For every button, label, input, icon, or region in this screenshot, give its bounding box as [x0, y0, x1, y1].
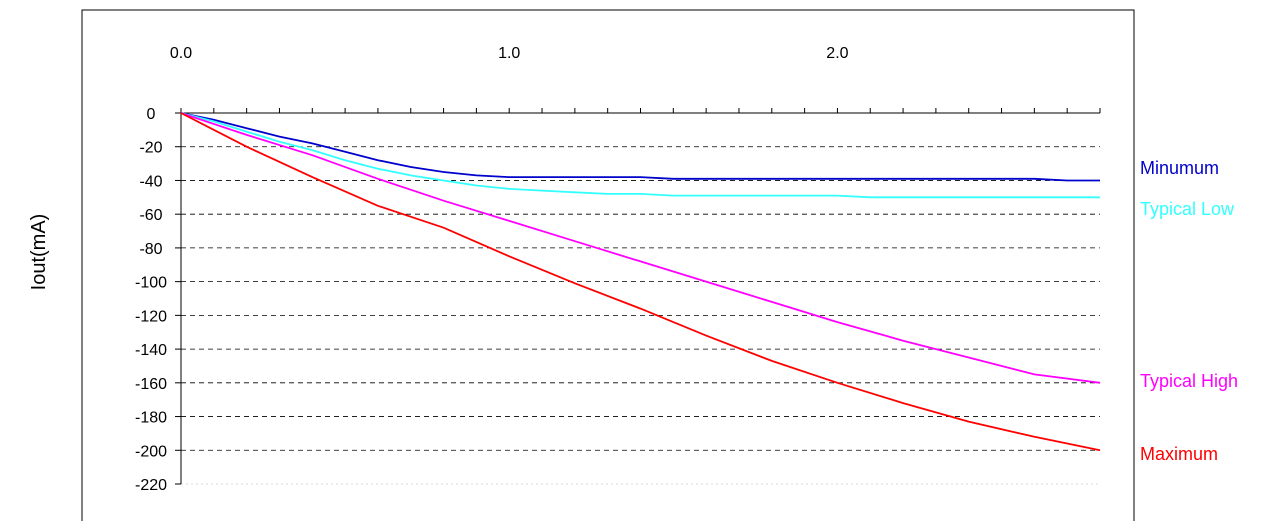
y-tick-label: -40	[139, 173, 162, 190]
y-tick-label: -220	[135, 477, 167, 494]
legend-entry-maximum: Maximum	[1140, 444, 1218, 464]
x-tick-label: 1.0	[498, 45, 520, 62]
chart-frame	[81, 9, 1135, 521]
y-tick-label: -60	[139, 207, 162, 224]
legend: Minumum Typical Low Typical High Maximum	[1140, 158, 1238, 464]
legend-entry-typical-low: Typical Low	[1140, 199, 1235, 219]
series-line-maximum	[180, 112, 1101, 452]
y-axis-label: Iout(mA)	[28, 214, 50, 291]
y-tick-label: -140	[135, 342, 167, 359]
y-tick-label: -80	[139, 241, 162, 258]
y-tick-label: -200	[135, 443, 167, 460]
y-tick-label: -160	[135, 376, 167, 393]
grid-lines	[181, 146, 1100, 485]
legend-entry-typical-high: Typical High	[1140, 371, 1238, 391]
legend-entry-minumum: Minumum	[1140, 158, 1219, 178]
series-line-minumum	[180, 112, 1100, 182]
y-tick-label: -180	[135, 410, 167, 427]
y-tick-label: -100	[135, 275, 167, 292]
y-tick-label: -20	[139, 140, 162, 157]
series-lines	[180, 112, 1101, 452]
tick-labels: 0 -20 -40 -60 -80 -100 -120 -140 -160 -180 -200 -22…	[135, 45, 849, 494]
series-line-typical-low	[180, 112, 1100, 199]
series-line-typical-high	[180, 112, 1101, 384]
axes	[175, 108, 1101, 485]
y-tick-label: -120	[135, 308, 167, 325]
y-tick-label: 0	[147, 106, 156, 123]
x-tick-label: 2.0	[826, 45, 848, 62]
x-tick-label: 0.0	[170, 45, 192, 62]
